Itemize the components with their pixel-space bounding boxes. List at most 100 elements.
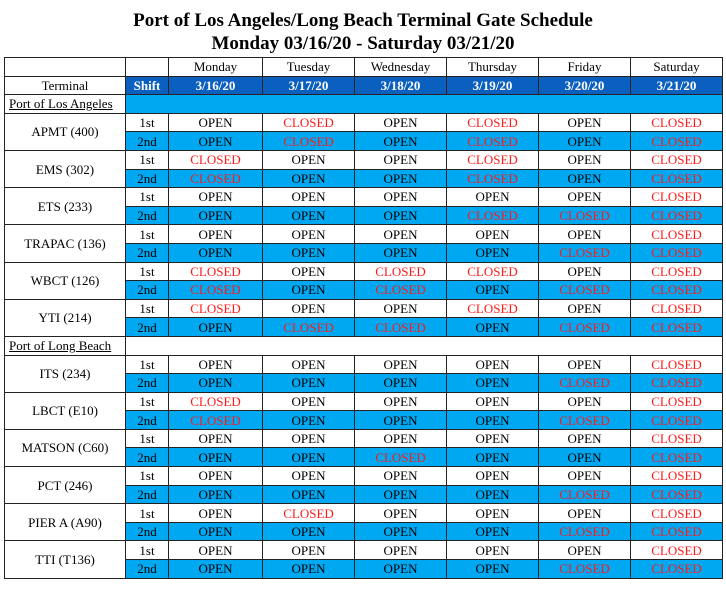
status-cell: OPEN bbox=[354, 391, 447, 412]
status-cell: CLOSED bbox=[262, 503, 355, 523]
status-cell: OPEN bbox=[538, 131, 631, 151]
shift-label: 1st bbox=[125, 298, 169, 319]
table-row: 2nd OPEN CLOSED OPEN CLOSED OPEN CLOSED bbox=[5, 131, 723, 151]
section-row: Port of Los Angeles bbox=[4, 94, 723, 114]
status-cell: CLOSED bbox=[168, 261, 263, 282]
status-cell: OPEN bbox=[354, 410, 447, 430]
status-cell: OPEN bbox=[538, 540, 631, 561]
gate-schedule-table: Monday Tuesday Wednesday Thursday Friday Satu… bbox=[4, 57, 723, 579]
day-header: Thursday bbox=[446, 57, 539, 77]
status-cell: CLOSED bbox=[446, 261, 539, 282]
status-cell: OPEN bbox=[538, 112, 631, 133]
status-cell: OPEN bbox=[354, 428, 447, 449]
status-cell: CLOSED bbox=[538, 559, 631, 579]
terminal-header: Terminal bbox=[4, 75, 126, 96]
status-cell: OPEN bbox=[354, 168, 447, 189]
status-cell: CLOSED bbox=[630, 224, 723, 244]
status-cell: OPEN bbox=[538, 354, 631, 375]
shift-label: 1st bbox=[125, 503, 169, 523]
status-cell: OPEN bbox=[262, 280, 355, 300]
status-cell: OPEN bbox=[538, 428, 631, 449]
shift-label: 2nd bbox=[125, 484, 169, 505]
table-row: 2nd OPEN OPEN CLOSED OPEN OPEN CLOSED bbox=[5, 447, 723, 468]
status-cell: OPEN bbox=[446, 484, 539, 505]
status-cell: CLOSED bbox=[630, 205, 723, 226]
date-header: 3/19/20 bbox=[446, 75, 539, 96]
status-cell: CLOSED bbox=[446, 168, 539, 189]
shift-label: 2nd bbox=[125, 559, 169, 579]
status-cell: OPEN bbox=[538, 298, 631, 319]
day-header-row: Monday Tuesday Wednesday Thursday Friday Satu… bbox=[4, 57, 723, 77]
status-cell: CLOSED bbox=[630, 280, 723, 300]
status-cell: OPEN bbox=[168, 428, 263, 449]
status-cell: CLOSED bbox=[630, 466, 723, 486]
table-row: EMS (302) 1st CLOSED OPEN OPEN CLOSED OPEN CLOS… bbox=[4, 149, 723, 189]
status-cell: CLOSED bbox=[446, 205, 539, 226]
status-cell: OPEN bbox=[262, 168, 355, 189]
status-cell: CLOSED bbox=[538, 521, 631, 542]
status-cell: OPEN bbox=[168, 317, 263, 337]
status-cell: OPEN bbox=[262, 559, 355, 579]
date-header: 3/18/20 bbox=[354, 75, 447, 96]
status-cell: OPEN bbox=[446, 559, 539, 579]
terminal-name: PCT (246) bbox=[4, 466, 126, 505]
table-row: LBCT (E10) 1st CLOSED OPEN OPEN OPEN OPEN CLOSE… bbox=[4, 391, 723, 430]
title-line-1: Port of Los Angeles/Long Beach Terminal … bbox=[133, 10, 593, 31]
status-cell: OPEN bbox=[446, 521, 539, 542]
terminal-name: LBCT (E10) bbox=[4, 391, 126, 430]
section-row: Port of Long Beach bbox=[4, 335, 723, 356]
shift-label: 2nd bbox=[125, 280, 169, 300]
status-cell: OPEN bbox=[262, 391, 355, 412]
status-cell: OPEN bbox=[168, 447, 263, 468]
status-cell: OPEN bbox=[538, 187, 631, 207]
table-row: TTI (T136) 1st OPEN OPEN OPEN OPEN OPEN CLOSED bbox=[4, 540, 723, 579]
blank-cell bbox=[4, 57, 126, 77]
status-cell: OPEN bbox=[262, 484, 355, 505]
status-cell: OPEN bbox=[168, 373, 263, 393]
status-cell: CLOSED bbox=[446, 112, 539, 133]
status-cell: OPEN bbox=[168, 484, 263, 505]
status-cell: OPEN bbox=[354, 503, 447, 523]
status-cell: OPEN bbox=[168, 354, 263, 375]
status-cell: OPEN bbox=[446, 503, 539, 523]
status-cell: CLOSED bbox=[630, 521, 723, 542]
shift-label: 2nd bbox=[125, 410, 169, 430]
status-cell: CLOSED bbox=[168, 410, 263, 430]
status-cell: CLOSED bbox=[168, 149, 263, 170]
status-cell: CLOSED bbox=[630, 317, 723, 337]
status-cell: OPEN bbox=[446, 391, 539, 412]
status-cell: OPEN bbox=[538, 466, 631, 486]
table-row: 2nd CLOSED OPEN OPEN CLOSED OPEN CLOSED bbox=[5, 168, 723, 189]
status-cell: OPEN bbox=[168, 242, 263, 263]
terminal-name: TRAPAC (136) bbox=[4, 224, 126, 263]
status-cell: CLOSED bbox=[262, 317, 355, 337]
shift-label: 1st bbox=[125, 224, 169, 244]
status-cell: OPEN bbox=[354, 149, 447, 170]
status-cell: CLOSED bbox=[630, 298, 723, 319]
status-cell: OPEN bbox=[168, 224, 263, 244]
status-cell: OPEN bbox=[262, 447, 355, 468]
status-cell: CLOSED bbox=[168, 391, 263, 412]
status-cell: OPEN bbox=[354, 521, 447, 542]
status-cell: CLOSED bbox=[446, 149, 539, 170]
section-band bbox=[125, 94, 723, 114]
status-cell: OPEN bbox=[354, 131, 447, 151]
shift-label: 2nd bbox=[125, 205, 169, 226]
status-cell: CLOSED bbox=[630, 373, 723, 393]
status-cell: CLOSED bbox=[262, 131, 355, 151]
status-cell: CLOSED bbox=[168, 280, 263, 300]
table-row: PCT (246) 1st OPEN OPEN OPEN OPEN OPEN CLOSED bbox=[4, 466, 723, 505]
date-header: 3/16/20 bbox=[168, 75, 263, 96]
table-row: 2nd OPEN OPEN OPEN OPEN CLOSED CLOSED bbox=[5, 521, 723, 542]
status-cell: OPEN bbox=[354, 373, 447, 393]
table-row: ETS (233) 1st OPEN OPEN OPEN OPEN OPEN CLOSED bbox=[4, 187, 723, 226]
status-cell: OPEN bbox=[262, 428, 355, 449]
status-cell: OPEN bbox=[168, 503, 263, 523]
shift-label: 2nd bbox=[125, 521, 169, 542]
document-title: Port of Los Angeles/Long Beach Terminal … bbox=[0, 0, 726, 57]
section-name: Port of Long Beach bbox=[4, 335, 126, 356]
status-cell: OPEN bbox=[262, 354, 355, 375]
day-header: Friday bbox=[538, 57, 631, 77]
shift-label: 1st bbox=[125, 466, 169, 486]
table-row: TRAPAC (136) 1st OPEN OPEN OPEN OPEN OPEN CLOSE… bbox=[4, 224, 723, 263]
